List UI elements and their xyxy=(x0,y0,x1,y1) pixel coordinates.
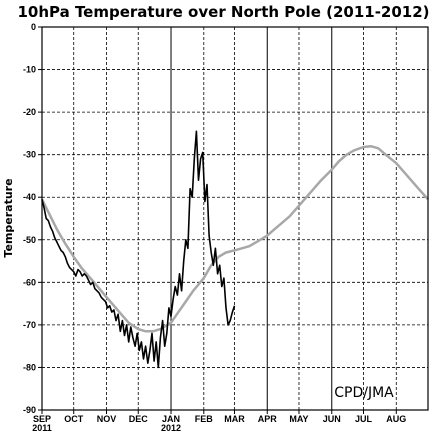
x-tick-label: OCT xyxy=(64,414,84,424)
y-tick-label: -30 xyxy=(23,150,36,160)
grid xyxy=(42,27,428,410)
chart-title: 10hPa Temperature over North Pole (2011-… xyxy=(17,3,429,21)
x-tick-label: AUG xyxy=(386,414,406,424)
y-tick-label: -50 xyxy=(23,235,36,245)
y-tick-label: -90 xyxy=(23,405,36,415)
credit-label: CPD/JMA xyxy=(334,385,394,401)
x-tick-label: JUL xyxy=(355,414,373,424)
y-tick-label: -40 xyxy=(23,192,36,202)
x-tick-year-label: 2012 xyxy=(161,423,181,433)
series-layer xyxy=(40,130,429,369)
series-line-climatology xyxy=(40,144,429,333)
x-tick-year-label: 2011 xyxy=(32,423,52,433)
x-tick-label: APR xyxy=(258,414,278,424)
y-tick-label: -60 xyxy=(23,277,36,287)
x-tick-label: JUN xyxy=(323,414,341,424)
y-axis-label: Temperature xyxy=(2,178,15,257)
y-tick-label: 0 xyxy=(31,22,36,32)
x-tick-label: JAN xyxy=(162,414,180,424)
y-tick-label: -70 xyxy=(23,320,36,330)
plot-frame xyxy=(41,26,429,411)
y-tick-label: -10 xyxy=(23,65,36,75)
x-tick-label: DEC xyxy=(129,414,149,424)
y-axis: 0 -10 -20 -30 -40 -50 -60 -70 -80 -90 xyxy=(23,22,42,415)
x-tick-label: SEP xyxy=(33,414,51,424)
x-tick-label: FEB xyxy=(195,414,214,424)
y-tick-label: -80 xyxy=(23,362,36,372)
series-line-observed xyxy=(41,130,236,369)
y-tick-label: -20 xyxy=(23,107,36,117)
x-tick-label: MAR xyxy=(224,414,245,424)
x-tick-label: MAY xyxy=(289,414,308,424)
x-tick-label: NOV xyxy=(97,414,117,424)
